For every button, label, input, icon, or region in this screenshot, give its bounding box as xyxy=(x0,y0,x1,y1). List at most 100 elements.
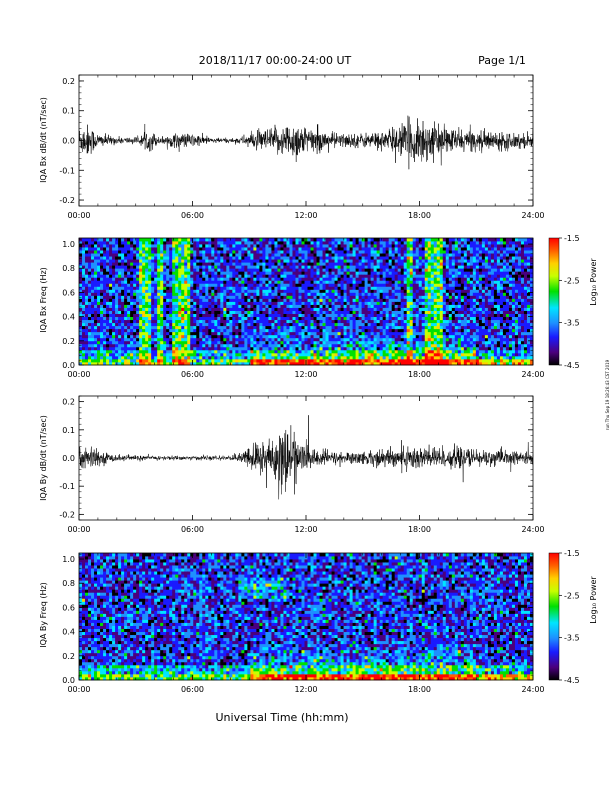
spectrogram-cell xyxy=(175,325,179,330)
spectrogram-cell xyxy=(136,241,140,245)
spectrogram-cell xyxy=(376,268,381,272)
spectrogram-cell xyxy=(208,298,212,302)
spectrogram-cell xyxy=(298,337,302,342)
spectrogram-cell xyxy=(190,259,194,263)
spectrogram-cell xyxy=(226,286,230,290)
spectrogram-cell xyxy=(226,310,230,314)
spectrogram-cell xyxy=(277,247,281,251)
spectrogram-cell xyxy=(148,346,152,351)
spectrogram-cell xyxy=(145,244,149,248)
spectrogram-cell xyxy=(100,253,104,257)
spectrogram-cell xyxy=(391,286,396,290)
spectrogram-cell xyxy=(268,268,272,272)
spectrogram-cell xyxy=(91,295,95,299)
spectrogram-cell xyxy=(85,244,89,248)
spectrogram-cell xyxy=(139,244,143,248)
spectrogram-cell xyxy=(112,247,116,251)
spectrogram-cell xyxy=(424,271,429,275)
spectrogram-cell xyxy=(130,316,134,321)
spectrogram-cell xyxy=(229,280,233,284)
spectrogram-cell xyxy=(115,286,119,290)
spectrogram-cell xyxy=(334,340,338,345)
spectrogram-cell xyxy=(271,247,275,251)
spectrogram-cell xyxy=(118,301,122,305)
spectrogram-cell xyxy=(157,307,161,311)
spectrogram-cell xyxy=(388,325,393,330)
spectrogram-cell xyxy=(250,259,254,263)
spectrogram-cell xyxy=(373,352,378,357)
spectrogram-cell xyxy=(310,256,314,260)
spectrogram-cell xyxy=(268,256,272,260)
spectrogram-cell xyxy=(400,334,405,339)
spectrogram-cell xyxy=(121,250,125,254)
spectrogram-cell xyxy=(352,343,357,348)
spectrogram-cell xyxy=(226,304,230,308)
spectrogram-cell xyxy=(361,298,366,302)
spectrogram-cell xyxy=(109,283,113,287)
spectrogram-cell xyxy=(241,283,245,287)
spectrogram-cell xyxy=(298,280,302,284)
spectrogram-cell xyxy=(298,313,302,318)
spectrogram-cell xyxy=(271,271,275,275)
spectrogram-cell xyxy=(172,304,176,308)
spectrogram-cell xyxy=(346,295,350,299)
spectrogram-cell xyxy=(265,292,269,296)
spectrogram-cell xyxy=(406,241,411,245)
spectrogram-cell xyxy=(295,292,299,296)
spectrogram-cell xyxy=(214,298,218,302)
spectrogram-cell xyxy=(199,262,203,266)
spectrogram-cell xyxy=(136,319,140,324)
spectrogram-cell xyxy=(403,313,408,318)
spectrogram-cell xyxy=(412,280,417,284)
spectrogram-cell xyxy=(325,241,329,245)
spectrogram-cell xyxy=(331,274,335,278)
spectrogram-cell xyxy=(148,328,152,333)
spectrogram-cell xyxy=(79,304,83,308)
spectrogram-cell xyxy=(151,322,155,327)
spectrogram-cell xyxy=(136,256,140,260)
spectrogram-cell xyxy=(205,325,209,330)
spectrogram-cell xyxy=(376,262,381,266)
spectrogram-cell xyxy=(172,244,176,248)
spectrogram-cell xyxy=(286,280,290,284)
spectrogram-cell xyxy=(190,319,194,324)
spectrogram-cell xyxy=(301,280,305,284)
spectrogram-cell xyxy=(271,244,275,248)
spectrogram-cell xyxy=(424,250,429,254)
spectrogram-cell xyxy=(322,268,326,272)
spectrogram-cell xyxy=(154,301,158,305)
spectrogram-cell xyxy=(106,313,110,318)
spectrogram-cell xyxy=(103,289,107,293)
spectrogram-cell xyxy=(256,253,260,257)
spectrogram-cell xyxy=(268,253,272,257)
spectrogram-cell xyxy=(232,322,236,327)
spectrogram-cell xyxy=(382,292,387,296)
spectrogram-cell xyxy=(325,244,329,248)
spectrogram-cell xyxy=(352,259,357,263)
spectrogram-cell xyxy=(274,346,278,351)
spectrogram-cell xyxy=(196,268,200,272)
spectrogram-cell xyxy=(235,244,239,248)
spectrogram-cell xyxy=(205,358,209,363)
spectrogram-cell xyxy=(208,268,212,272)
spectrogram-cell xyxy=(88,346,92,351)
spectrogram-cell xyxy=(421,244,426,248)
spectrogram-cell xyxy=(274,319,278,324)
spectrogram-cell xyxy=(109,358,113,363)
spectrogram-cell xyxy=(364,268,369,272)
spectrogram-cell xyxy=(340,331,344,336)
spectrogram-cell xyxy=(157,313,161,318)
spectrogram-cell xyxy=(370,334,375,339)
spectrogram-cell xyxy=(367,313,372,318)
spectrogram-cell xyxy=(301,346,305,351)
spectrogram-cell xyxy=(295,283,299,287)
y-axis-label: IQA Bx dB/dt (nT/sec) xyxy=(39,97,48,183)
spectrogram-cell xyxy=(238,349,242,354)
spectrogram-cell xyxy=(109,247,113,251)
spectrogram-cell xyxy=(355,340,360,345)
spectrogram-cell xyxy=(220,250,224,254)
spectrogram-cell xyxy=(226,289,230,293)
spectrogram-cell xyxy=(184,298,188,302)
spectrogram-cell xyxy=(394,277,399,281)
spectrogram-cell xyxy=(415,343,420,348)
